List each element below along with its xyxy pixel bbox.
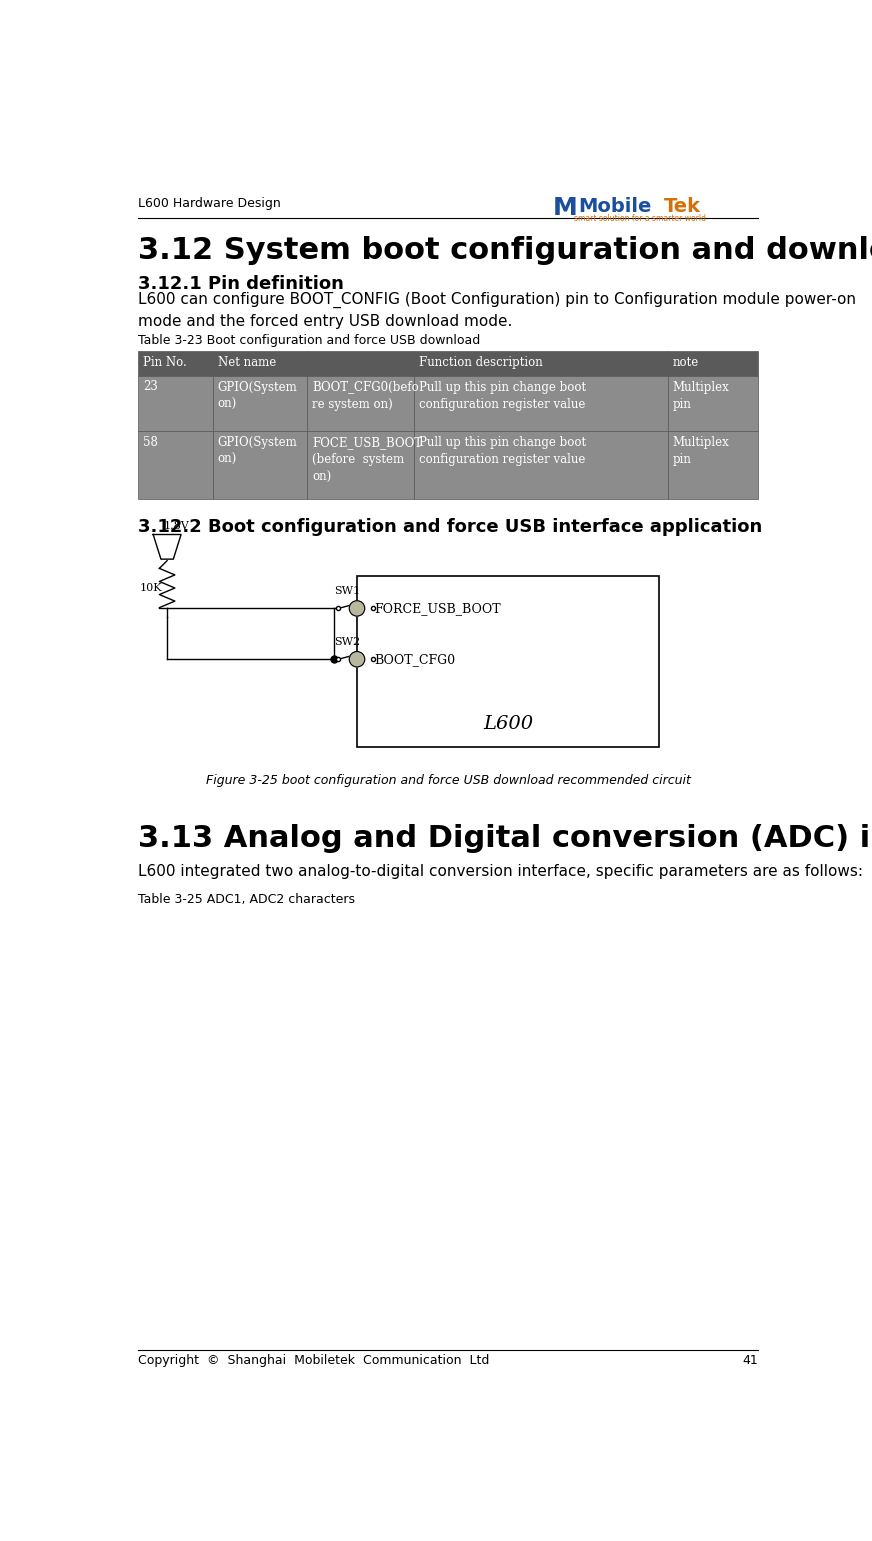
Circle shape <box>350 652 364 667</box>
Text: SW2: SW2 <box>334 636 360 647</box>
Text: Tek: Tek <box>664 197 701 216</box>
Bar <box>357 576 659 747</box>
Bar <box>414 431 668 499</box>
Text: Table 3-23 Boot configuration and force USB download: Table 3-23 Boot configuration and force … <box>139 333 480 347</box>
Text: FORCE_USB_BOOT: FORCE_USB_BOOT <box>374 603 501 615</box>
Text: Μ: Μ <box>552 196 577 220</box>
Text: L600 integrated two analog-to-digital conversion interface, specific parameters : L600 integrated two analog-to-digital co… <box>139 865 863 878</box>
Text: Function description: Function description <box>419 356 542 368</box>
Text: smart solution for a smarter world: smart solution for a smarter world <box>574 214 706 223</box>
Text: Mobile: Mobile <box>578 197 651 216</box>
Bar <box>213 376 307 431</box>
Text: 3.13 Analog and Digital conversion (ADC) interface: 3.13 Analog and Digital conversion (ADC)… <box>139 824 872 854</box>
Circle shape <box>350 601 364 616</box>
Text: Multiplex
pin: Multiplex pin <box>672 381 729 411</box>
Text: FOCE_USB_BOOT
(before  system
on): FOCE_USB_BOOT (before system on) <box>312 436 422 484</box>
Text: GPIO(System
on): GPIO(System on) <box>218 436 297 467</box>
Bar <box>213 351 307 376</box>
Text: GPIO(System
on): GPIO(System on) <box>218 381 297 411</box>
Text: Table 3-25 ADC1, ADC2 characters: Table 3-25 ADC1, ADC2 characters <box>139 894 356 906</box>
Text: L600 Hardware Design: L600 Hardware Design <box>139 197 281 210</box>
Text: Net name: Net name <box>218 356 276 368</box>
Text: BOOT_CFG0: BOOT_CFG0 <box>374 653 455 666</box>
Text: Pull up this pin change boot
configuration register value: Pull up this pin change boot configurati… <box>419 381 586 411</box>
Bar <box>307 376 414 431</box>
Text: note: note <box>672 356 698 368</box>
Bar <box>139 431 213 499</box>
Bar <box>139 376 213 431</box>
Bar <box>668 351 759 376</box>
Text: 10K: 10K <box>140 582 162 593</box>
Text: 3.12.1 Pin definition: 3.12.1 Pin definition <box>139 274 344 293</box>
Text: 3.12 System boot configuration and download: 3.12 System boot configuration and downl… <box>139 236 872 265</box>
Text: 1.8V: 1.8V <box>163 521 189 532</box>
Text: Figure 3-25 boot configuration and force USB download recommended circuit: Figure 3-25 boot configuration and force… <box>206 774 691 787</box>
Text: Pull up this pin change boot
configuration register value: Pull up this pin change boot configurati… <box>419 436 586 467</box>
Bar <box>668 376 759 431</box>
Text: Pin No.: Pin No. <box>143 356 187 368</box>
Text: Copyright  ©  Shanghai  Mobiletek  Communication  Ltd: Copyright © Shanghai Mobiletek Communica… <box>139 1355 490 1367</box>
Bar <box>213 431 307 499</box>
Text: Multiplex
pin: Multiplex pin <box>672 436 729 467</box>
Bar <box>414 351 668 376</box>
Text: L600 can configure BOOT_CONFIG (Boot Configuration) pin to Configuration module : L600 can configure BOOT_CONFIG (Boot Con… <box>139 291 856 308</box>
Text: L600: L600 <box>483 715 533 734</box>
Text: BOOT_CFG0(befo
re system on): BOOT_CFG0(befo re system on) <box>312 381 419 411</box>
Bar <box>139 351 213 376</box>
Text: 3.12.2 Boot configuration and force USB interface application: 3.12.2 Boot configuration and force USB … <box>139 518 763 536</box>
Bar <box>307 431 414 499</box>
Bar <box>307 351 414 376</box>
Bar <box>668 431 759 499</box>
Text: 58: 58 <box>143 436 158 448</box>
Text: SW1: SW1 <box>334 586 360 596</box>
Polygon shape <box>153 535 181 559</box>
Text: 23: 23 <box>143 381 158 393</box>
Bar <box>414 376 668 431</box>
Text: mode and the forced entry USB download mode.: mode and the forced entry USB download m… <box>139 313 513 328</box>
Text: 41: 41 <box>743 1355 759 1367</box>
